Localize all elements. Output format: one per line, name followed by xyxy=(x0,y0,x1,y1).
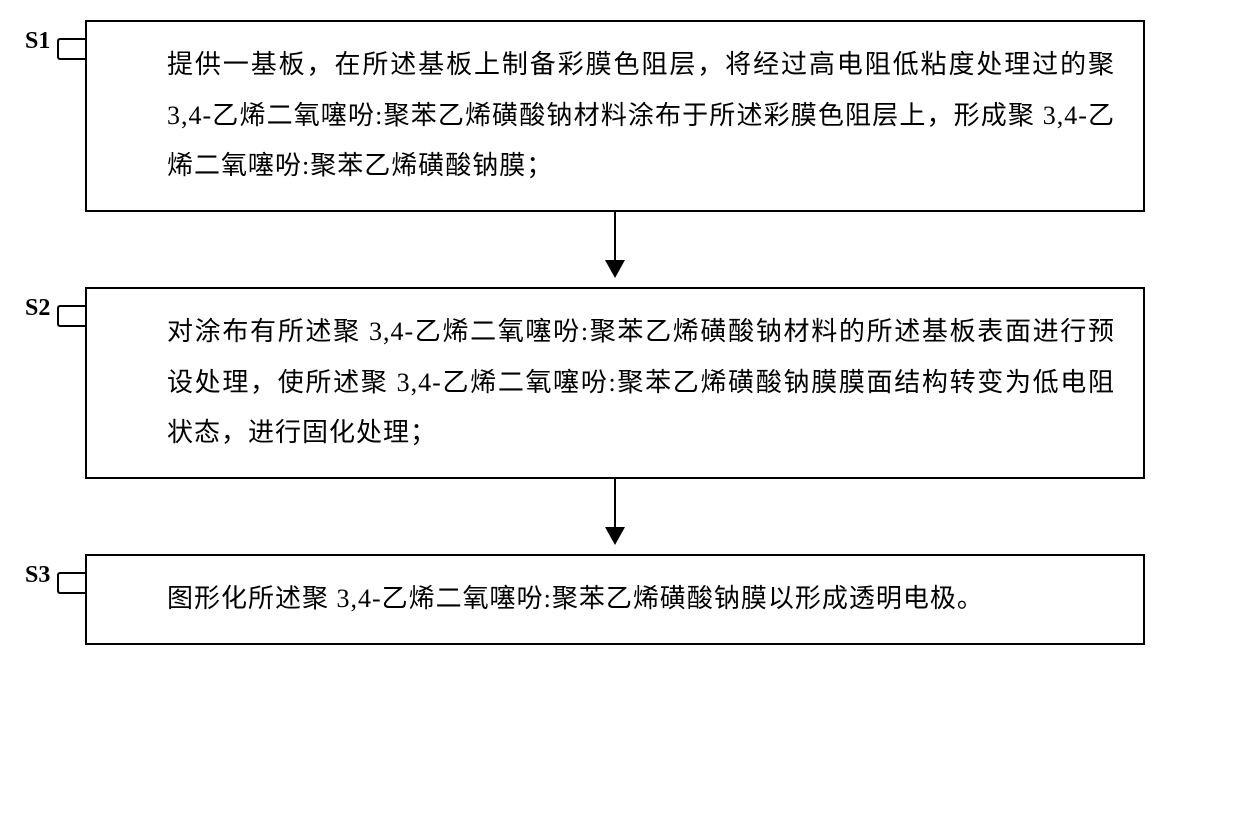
arrow-head-icon xyxy=(605,527,625,545)
arrow-head-icon xyxy=(605,260,625,278)
step-s1-box: 提供一基板，在所述基板上制备彩膜色阻层，将经过高电阻低粘度处理过的聚 3,4-乙… xyxy=(85,20,1145,212)
step-s3-connector xyxy=(57,572,85,594)
step-s1-label: S1 xyxy=(25,28,50,55)
step-s3-box: 图形化所述聚 3,4-乙烯二氧噻吩:聚苯乙烯磺酸钠膜以形成透明电极。 xyxy=(85,554,1145,645)
step-s2-label: S2 xyxy=(25,295,50,322)
step-s2-box: 对涂布有所述聚 3,4-乙烯二氧噻吩:聚苯乙烯磺酸钠材料的所述基板表面进行预设处… xyxy=(85,287,1145,479)
arrow-s1-s2 xyxy=(85,212,1145,287)
arrow-s2-s3 xyxy=(85,479,1145,554)
step-s1-connector xyxy=(57,38,85,60)
step-s2-connector xyxy=(57,305,85,327)
step-s3-container: S3 图形化所述聚 3,4-乙烯二氧噻吩:聚苯乙烯磺酸钠膜以形成透明电极。 xyxy=(85,554,1185,645)
step-s3-label: S3 xyxy=(25,562,50,589)
flowchart-container: S1 提供一基板，在所述基板上制备彩膜色阻层，将经过高电阻低粘度处理过的聚 3,… xyxy=(85,20,1185,645)
arrow-line-icon xyxy=(614,212,616,264)
step-s2-container: S2 对涂布有所述聚 3,4-乙烯二氧噻吩:聚苯乙烯磺酸钠材料的所述基板表面进行… xyxy=(85,287,1185,479)
arrow-line-icon xyxy=(614,479,616,531)
step-s1-container: S1 提供一基板，在所述基板上制备彩膜色阻层，将经过高电阻低粘度处理过的聚 3,… xyxy=(85,20,1185,212)
